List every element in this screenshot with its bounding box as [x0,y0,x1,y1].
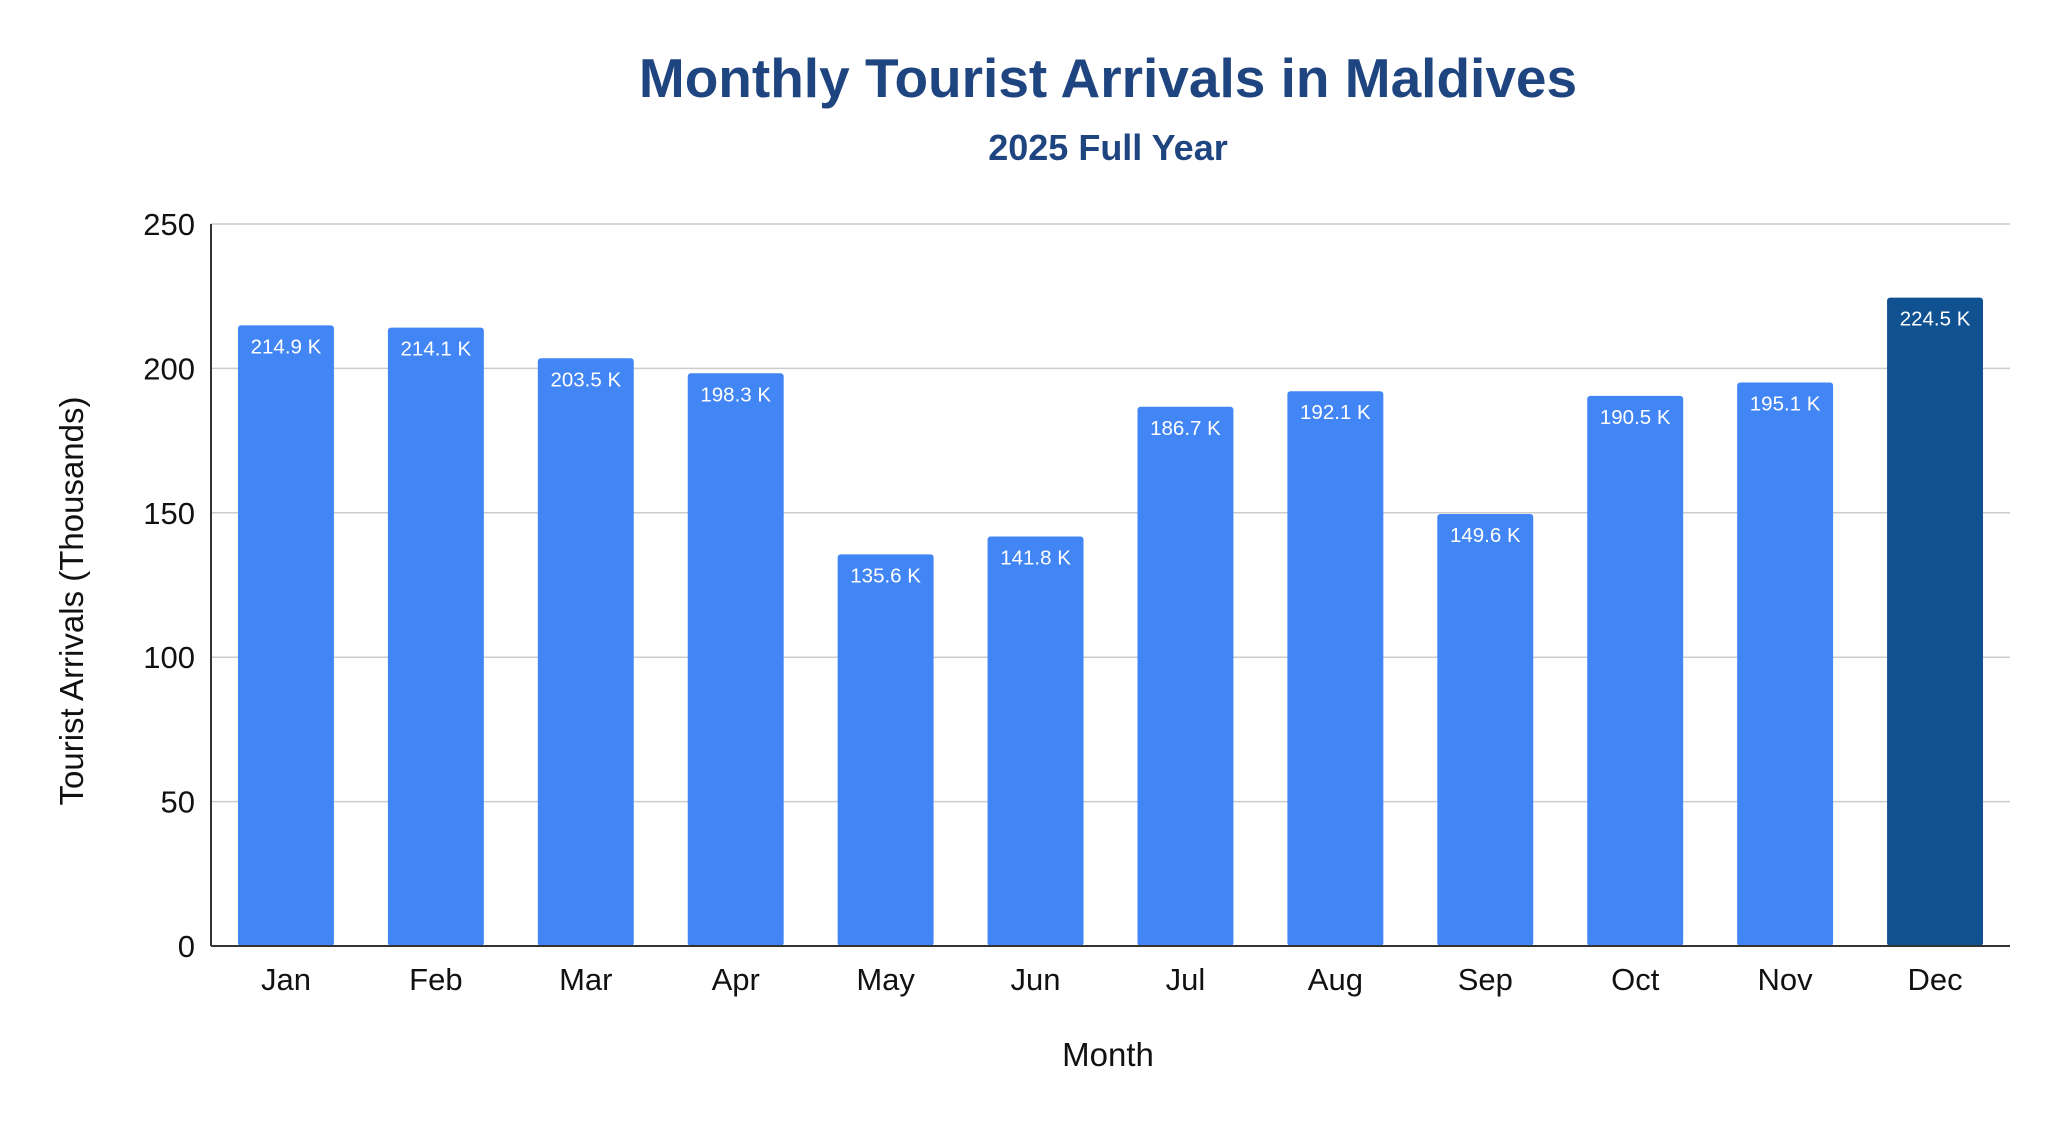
y-tick-label: 150 [143,496,195,531]
bar-jul [1137,406,1234,946]
data-label-aug: 192.1 K [1300,401,1371,424]
data-label-nov: 195.1 K [1750,393,1821,416]
bar-jun [987,536,1084,946]
bar-dec [1887,297,1984,946]
bar-may [837,554,934,946]
data-label-oct: 190.5 K [1600,406,1671,429]
x-tick-label-jun: Jun [1011,962,1061,997]
x-tick-label-oct: Oct [1611,962,1660,997]
bar-nov [1737,382,1834,946]
x-axis-title: Month [1062,1036,1154,1073]
data-label-apr: 198.3 K [700,383,771,406]
x-tick-label-nov: Nov [1758,962,1814,997]
y-tick-label: 0 [178,929,195,964]
data-label-jun: 141.8 K [1000,546,1071,569]
y-tick-label: 200 [143,351,195,386]
y-axis-ticks: 0 50 100 150 200 250 [143,207,195,964]
x-tick-label-may: May [856,962,915,997]
bar-sep [1437,513,1534,946]
data-label-may: 135.6 K [850,564,921,587]
data-label-feb: 214.1 K [401,338,472,361]
x-tick-label-feb: Feb [409,962,462,997]
x-tick-label-dec: Dec [1907,962,1962,997]
x-tick-label-apr: Apr [712,962,760,997]
y-tick-label: 250 [143,207,195,242]
x-axis-ticks: Jan Feb Mar Apr May Jun Jul Aug Sep Oct Nov Dec [261,962,1963,997]
data-label-mar: 203.5 K [550,368,621,391]
bar-jan [237,325,334,947]
y-tick-label: 100 [143,640,195,675]
data-label-jul: 186.7 K [1150,417,1221,440]
data-label-jan: 214.9 K [251,335,322,358]
bar-mar [537,358,634,946]
bar-apr [687,373,784,947]
data-label-sep: 149.6 K [1450,524,1521,547]
x-tick-label-jan: Jan [261,962,311,997]
bar-oct [1587,395,1684,946]
data-labels: 214.9 K 214.1 K 203.5 K 198.3 K 135.6 K 141.8… [251,308,1971,588]
chart-title: Monthly Tourist Arrivals in Maldives [639,47,1577,109]
x-tick-label-jul: Jul [1166,962,1206,997]
gridlines [211,223,2010,803]
bar-feb [387,327,484,946]
bar-aug [1287,391,1384,946]
x-tick-label-aug: Aug [1308,962,1363,997]
x-tick-label-sep: Sep [1458,962,1513,997]
y-axis-title: Tourist Arrivals (Thousands) [53,397,90,806]
data-label-dec: 224.5 K [1900,308,1971,331]
y-tick-label: 50 [161,785,195,820]
x-tick-label-mar: Mar [559,962,612,997]
chart-subtitle: 2025 Full Year [988,127,1228,168]
bars [237,297,1984,947]
